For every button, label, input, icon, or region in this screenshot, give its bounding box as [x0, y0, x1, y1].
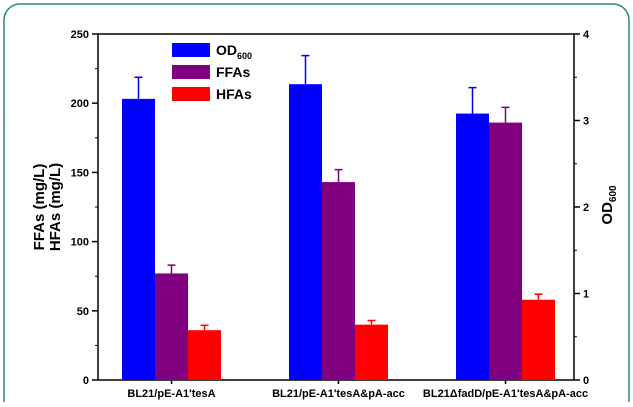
bar-ffas-1 — [322, 182, 355, 380]
legend-swatch-od — [172, 43, 210, 57]
y-right-tick-label: 3 — [583, 116, 589, 128]
y-axis-right-label-sub: 600 — [608, 185, 619, 202]
bar-hfas-2 — [522, 299, 555, 380]
y-left-tick-label: 200 — [71, 98, 89, 110]
category-label-1: BL21/pE-A1'tesA&pA-acc — [272, 388, 405, 400]
y-axis-left-label-line2: HFAs (mg/L) — [47, 163, 64, 251]
legend-label-od: OD600 — [216, 42, 252, 61]
bar-od-2 — [456, 113, 489, 380]
bar-hfas-1 — [355, 324, 388, 380]
bar-ffas-0 — [155, 273, 188, 380]
bar-ffas-2 — [489, 122, 522, 381]
legend: OD600 FFAs HFAs — [172, 42, 252, 102]
bar-hfas-0 — [188, 330, 221, 380]
y-axis-right-label-main: OD — [599, 202, 616, 225]
legend-label-od-sub: 600 — [237, 51, 252, 61]
y-left-tick-label: 150 — [71, 167, 89, 179]
category-label-2: BL21ΔfadD/pE-A1'tesA&pA-acc — [423, 388, 588, 400]
y-axis-left-ticks: 0 50 100 150 200 250 — [71, 29, 98, 387]
legend-label-od-main: OD — [216, 42, 237, 58]
legend-swatch-ffas — [172, 65, 210, 79]
y-left-tick-label: 100 — [71, 237, 89, 249]
bars-group — [122, 54, 555, 381]
legend-label-ffas: FFAs — [216, 64, 250, 80]
y-axis-right-ticks: 0 1 2 3 4 — [574, 29, 590, 387]
y-left-tick-label: 250 — [71, 29, 89, 41]
y-left-tick-label: 0 — [83, 375, 89, 387]
legend-label-hfas: HFAs — [216, 86, 252, 102]
y-left-tick-label: 50 — [77, 306, 89, 318]
y-right-tick-label: 1 — [583, 289, 589, 301]
bar-od-1 — [289, 84, 322, 381]
figure-border — [3, 3, 630, 407]
y-axis-right-label: OD600 — [599, 185, 619, 225]
y-right-tick-label: 4 — [583, 29, 590, 41]
category-labels: BL21/pE-A1'tesA BL21/pE-A1'tesA&pA-acc BL2… — [127, 380, 588, 400]
legend-swatch-hfas — [172, 87, 210, 101]
y-right-tick-label: 0 — [583, 375, 589, 387]
y-axis-left-label-line1: FFAs (mg/L) — [31, 164, 48, 251]
bar-od-0 — [122, 98, 155, 380]
category-label-0: BL21/pE-A1'tesA — [127, 388, 215, 400]
y-right-tick-label: 2 — [583, 202, 589, 214]
